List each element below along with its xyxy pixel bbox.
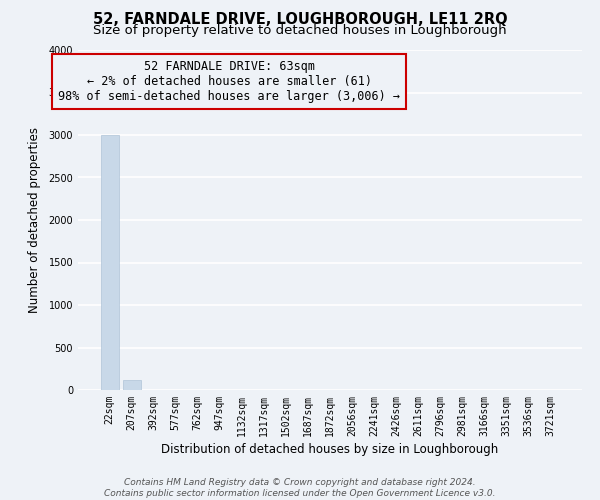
- Text: 52 FARNDALE DRIVE: 63sqm
← 2% of detached houses are smaller (61)
98% of semi-de: 52 FARNDALE DRIVE: 63sqm ← 2% of detache…: [58, 60, 400, 103]
- Y-axis label: Number of detached properties: Number of detached properties: [28, 127, 41, 313]
- Text: 52, FARNDALE DRIVE, LOUGHBOROUGH, LE11 2RQ: 52, FARNDALE DRIVE, LOUGHBOROUGH, LE11 2…: [92, 12, 508, 28]
- Text: Size of property relative to detached houses in Loughborough: Size of property relative to detached ho…: [93, 24, 507, 37]
- Bar: [123, 380, 140, 390]
- X-axis label: Distribution of detached houses by size in Loughborough: Distribution of detached houses by size …: [161, 443, 499, 456]
- Bar: [101, 135, 119, 390]
- Text: Contains HM Land Registry data © Crown copyright and database right 2024.
Contai: Contains HM Land Registry data © Crown c…: [104, 478, 496, 498]
